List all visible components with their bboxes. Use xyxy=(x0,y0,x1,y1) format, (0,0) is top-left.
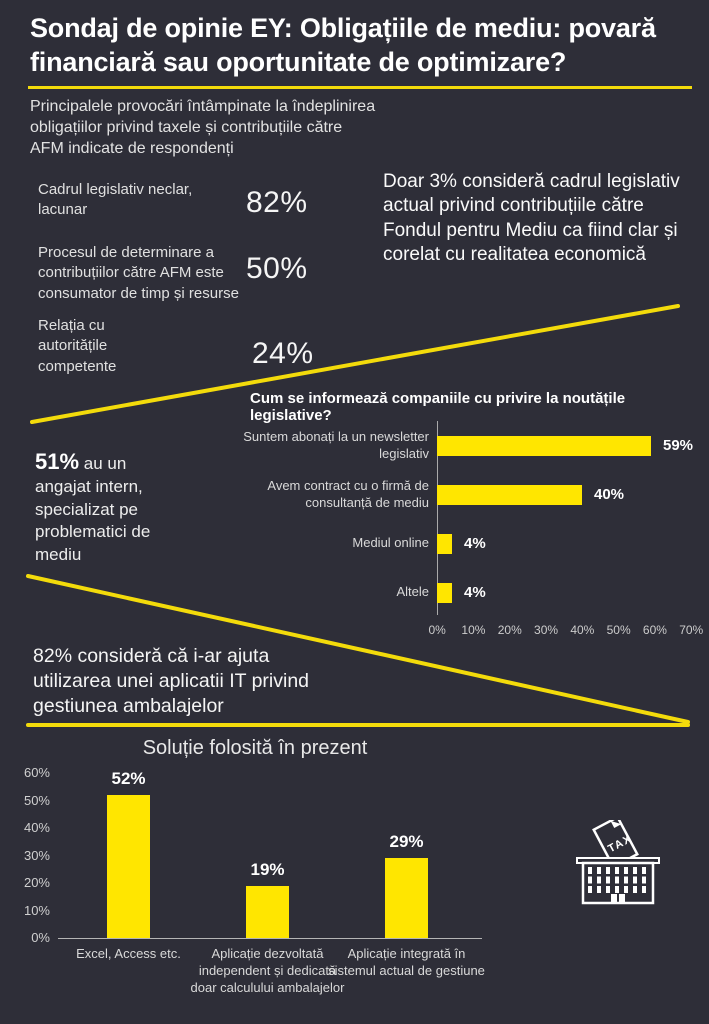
hbar-chart-axis-line xyxy=(437,421,438,615)
tax-building-icon: TAX xyxy=(566,815,670,913)
vbar-chart-baseline xyxy=(58,938,482,939)
x-axis-tick: 60% xyxy=(642,623,667,637)
aside-3-percent: Doar 3% consideră cadrul legislativ actu… xyxy=(383,171,680,265)
challenge-label-2: Procesul de determinare a contribuțiilor… xyxy=(38,244,239,302)
vbar-chart-title: Soluție folosită în prezent xyxy=(142,737,368,759)
x-axis-tick: 30% xyxy=(534,623,559,637)
title-underline xyxy=(28,86,692,89)
x-axis-tick: 70% xyxy=(679,623,704,637)
challenge-label-1: Cadrul legislativ neclar, lacunar xyxy=(38,181,193,219)
hbar-category-label: Mediul online xyxy=(352,535,429,551)
building-door xyxy=(611,894,617,902)
hbar-value-label: 59% xyxy=(663,437,694,454)
y-axis-tick: 30% xyxy=(23,847,50,863)
vbar-bar xyxy=(246,886,289,938)
hbar-chart-title: Cum se informează companiile cu privire … xyxy=(250,390,626,424)
hbar-bar xyxy=(437,582,452,603)
y-axis-tick: 60% xyxy=(23,765,50,780)
hbar-value-label: 40% xyxy=(594,486,625,503)
hbar-chart-x-ticks: 0% 10% 20% 30% 40% 50% 60% 70% xyxy=(419,621,709,639)
challenge-value-1: 82% xyxy=(246,186,308,219)
stat-51-block: 51% au un angajat intern, specializat pe… xyxy=(35,447,173,567)
challenge-label-3: Relația cu autoritățile competente xyxy=(38,317,117,375)
vbar-category-label: Aplicație dezvoltată independent și dedi… xyxy=(190,946,345,995)
y-axis-tick: 20% xyxy=(23,875,50,890)
y-axis-tick: 0% xyxy=(31,930,50,945)
hbar-bar xyxy=(437,533,452,554)
hbar-row: Suntem abonați la un newsletter legislat… xyxy=(235,421,705,470)
vbar-value-label: 52% xyxy=(111,769,146,788)
hbar-category-label: Suntem abonați la un newsletter legislat… xyxy=(243,429,429,461)
challenges-intro: Principalele provocări întâmpinate la în… xyxy=(30,98,376,157)
hbar-row: Altele 4% xyxy=(235,568,705,617)
stat-51-value: 51% xyxy=(35,449,80,474)
hbar-value-label: 4% xyxy=(464,584,486,601)
hbar-row: Avem contract cu o firmă de consultanță … xyxy=(235,470,705,519)
x-axis-tick: 50% xyxy=(606,623,631,637)
hbar-chart-rows: Suntem abonați la un newsletter legislat… xyxy=(235,421,705,617)
page-title: Sondaj de opinie EY: Obligațiile de medi… xyxy=(30,13,656,77)
hbar-bar xyxy=(437,484,582,505)
challenge-value-3: 24% xyxy=(252,337,314,370)
vbar-bar xyxy=(385,858,428,938)
vbar-bar xyxy=(107,795,150,938)
vbar-category-label: Aplicație integrată în sistemul actual d… xyxy=(328,946,485,978)
building-windows xyxy=(588,867,646,893)
x-axis-tick: 40% xyxy=(570,623,595,637)
hbar-category-label: Altele xyxy=(396,584,429,600)
hbar-bar xyxy=(437,435,651,456)
y-axis-tick: 10% xyxy=(23,902,50,918)
x-axis-tick: 20% xyxy=(497,623,522,637)
y-axis-tick: 40% xyxy=(23,820,50,835)
hbar-value-label: 4% xyxy=(464,535,486,552)
vbar-category-label: Excel, Access etc. xyxy=(76,946,181,961)
y-axis-tick: 50% xyxy=(23,792,50,808)
x-axis-tick: 0% xyxy=(428,623,446,637)
hbar-category-label: Avem contract cu o firmă de consultanță … xyxy=(267,478,429,510)
stat-51-text: au un angajat intern, specializat pe pro… xyxy=(35,454,151,565)
stat-82-block: 82% consideră că i-ar ajuta utilizarea u… xyxy=(33,645,310,717)
vbar-value-label: 29% xyxy=(389,832,424,851)
vbar-value-label: 19% xyxy=(250,860,285,879)
x-axis-tick: 10% xyxy=(461,623,486,637)
hbar-row: Mediul online 4% xyxy=(235,519,705,568)
building-door xyxy=(619,894,625,902)
challenge-value-2: 50% xyxy=(246,252,308,285)
